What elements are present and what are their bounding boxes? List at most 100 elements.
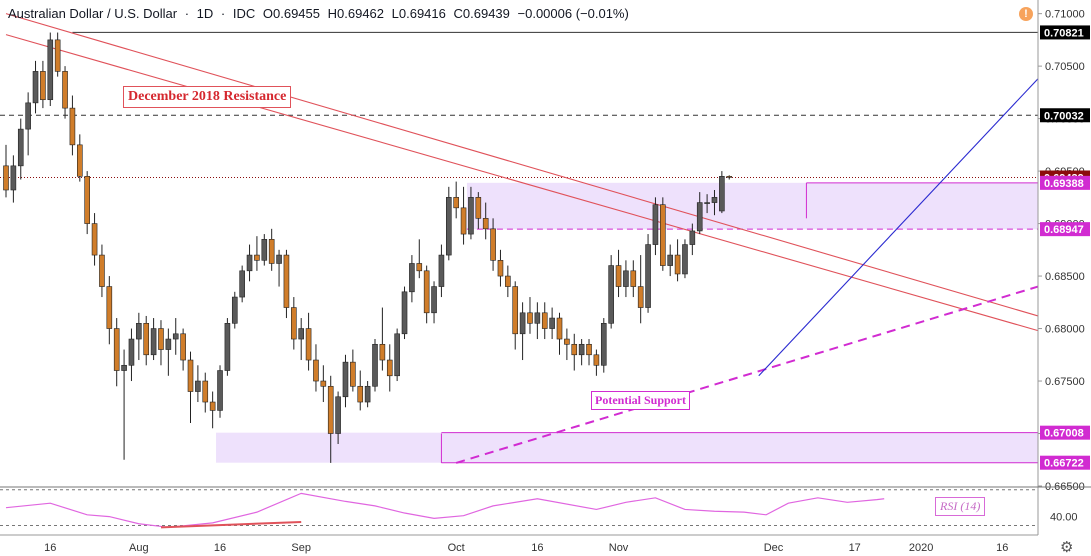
candle-body (704, 202, 710, 204)
rsi-tick-label: 40.00 (1050, 512, 1078, 524)
candle-body (630, 270, 637, 287)
candle-body (224, 323, 231, 371)
candle-body (615, 265, 622, 287)
warning-icon[interactable]: ! (1019, 7, 1033, 21)
candle-body (246, 254, 253, 272)
candle-body (490, 228, 496, 261)
low-value: L0.69416 (391, 6, 446, 21)
candle-body (209, 401, 216, 411)
high-value: H0.69462 (327, 6, 385, 21)
price-label-box (1040, 222, 1090, 237)
price-label-box (1040, 425, 1090, 440)
resistance-trendline (5, 13, 1039, 317)
candle-body (431, 286, 437, 314)
candle-body (667, 254, 674, 266)
candle-body (482, 218, 489, 230)
candle-body (689, 230, 696, 245)
candle-body (283, 254, 290, 308)
price-label: 0.66722 (1044, 458, 1084, 470)
candle-body (335, 396, 341, 434)
candle-body (143, 323, 150, 356)
candle-body (202, 380, 209, 403)
support-zone (216, 432, 1038, 463)
change-value: −0.00006 (−0.01%) (517, 6, 629, 21)
price-label-box (1040, 25, 1090, 40)
candle-body (187, 359, 194, 392)
price-tick-label: 0.67500 (1045, 376, 1085, 388)
candle-body (401, 291, 408, 335)
timeframe[interactable]: 1D (196, 6, 214, 21)
candle-body (549, 317, 555, 329)
candle-body (696, 202, 703, 232)
price-label: 0.70821 (1044, 27, 1084, 39)
resistance-trendline (5, 34, 1039, 332)
candle-body (645, 244, 651, 308)
time-tick-label: 16 (214, 542, 226, 554)
candle-body (468, 197, 474, 235)
candle-body (84, 176, 90, 224)
candle-body (99, 254, 105, 287)
candle-body (62, 71, 68, 109)
rsi-label: RSI (14) (935, 497, 986, 516)
time-tick-label: Aug (129, 542, 149, 554)
candle-body (136, 323, 142, 340)
candle-body (47, 39, 54, 101)
candle-body (121, 364, 127, 371)
candle-body (364, 385, 371, 403)
candle-body (453, 197, 459, 209)
candle-body (578, 343, 585, 356)
candle-body (291, 307, 297, 340)
candle-body (372, 343, 378, 387)
candle-body (600, 323, 607, 366)
candle-body (394, 333, 400, 377)
potential-support-line (455, 285, 1039, 464)
candle-body (298, 328, 305, 340)
candle-body (423, 270, 430, 314)
data-source: IDC (232, 6, 256, 21)
candle-body (268, 239, 275, 264)
candle-body (17, 128, 24, 167)
candle-body (719, 176, 725, 212)
candle-body (158, 328, 164, 350)
candle-body (660, 204, 666, 266)
candle-body (305, 328, 312, 361)
candle-body (505, 275, 511, 287)
candle-body (106, 286, 113, 329)
candle-body (571, 343, 578, 356)
candle-body (254, 254, 260, 261)
price-tick-label: 0.70500 (1045, 61, 1085, 73)
candle-body (113, 328, 120, 371)
rsi-divergence-line (160, 520, 302, 529)
candle-body (165, 338, 172, 350)
candle-body (40, 71, 46, 101)
candle-body (77, 144, 83, 177)
candle-body (623, 270, 629, 287)
settings-gear-icon[interactable]: ⚙ (1060, 539, 1074, 556)
price-label-box (1040, 108, 1090, 123)
candle-body (497, 260, 504, 277)
rsi-line (5, 492, 885, 528)
time-tick-label: Oct (448, 542, 465, 554)
candle-body (3, 165, 9, 191)
candle-body (91, 223, 98, 256)
candle-body (438, 254, 445, 287)
candle-body (32, 71, 39, 104)
time-tick-label: 16 (996, 542, 1008, 554)
candle-body (342, 361, 349, 398)
candle-body (320, 380, 327, 387)
price-tick-label: 0.68000 (1045, 324, 1085, 336)
time-tick-label: 16 (531, 542, 543, 554)
candle-body (637, 286, 644, 308)
candle-body (261, 239, 268, 261)
candle-body (54, 39, 61, 72)
candle-body (217, 370, 223, 411)
candle-body (327, 385, 334, 434)
candle-body (682, 244, 688, 275)
candle-body (416, 263, 423, 272)
candle-body (195, 380, 201, 392)
uptrend-line (758, 78, 1039, 377)
symbol-name[interactable]: Australian Dollar / U.S. Dollar (8, 6, 178, 21)
price-label: 0.68947 (1044, 224, 1084, 236)
separator: · (220, 6, 226, 21)
